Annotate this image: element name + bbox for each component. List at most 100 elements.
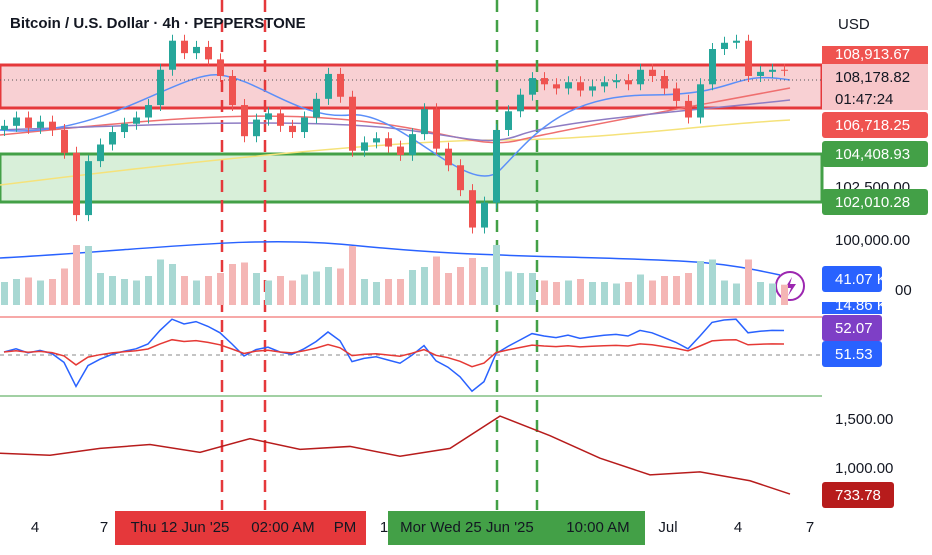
candle: [133, 117, 140, 124]
candle: [601, 82, 608, 87]
candle: [97, 144, 104, 162]
candle: [517, 94, 524, 112]
time-label: Wed 25 Jun '25: [430, 519, 534, 536]
volume-bar: [613, 283, 620, 305]
volume-bar: [625, 282, 632, 305]
price-label: 106,718.25: [835, 117, 910, 134]
candle: [649, 69, 656, 76]
volume-bar: [421, 267, 428, 305]
volume-bar: [181, 276, 188, 305]
candle: [337, 73, 344, 97]
volume-bar: [73, 245, 80, 305]
volume-bar: [61, 268, 68, 305]
osc-signal: [3, 338, 785, 368]
price-label: 00: [895, 282, 912, 299]
lower-line: [0, 415, 791, 495]
candle: [445, 148, 452, 166]
candle: [457, 165, 464, 191]
candle: [505, 111, 512, 130]
volume-bar: [757, 282, 764, 305]
candle: [421, 109, 428, 135]
candle: [157, 69, 164, 106]
candle: [217, 59, 224, 76]
volume-bar: [277, 276, 284, 305]
candle: [325, 73, 332, 99]
lower-tick: 1,500.00: [835, 411, 893, 428]
lower-label: 733.78: [835, 487, 881, 504]
candle: [685, 100, 692, 118]
volume-bar: [505, 271, 512, 305]
volume-bar: [397, 279, 404, 305]
osc-line: [3, 318, 785, 393]
candle: [373, 138, 380, 143]
volume-bar: [37, 280, 44, 305]
candle: [25, 117, 32, 128]
lower-tick: 1,000.00: [835, 460, 893, 477]
tag: [822, 189, 928, 215]
candle: [121, 123, 128, 133]
volume-bar: [349, 246, 356, 305]
candle: [397, 146, 404, 155]
candle: [469, 190, 476, 228]
volume-bar: [121, 279, 128, 305]
volume-bar: [97, 273, 104, 305]
volume-bar: [649, 280, 656, 305]
volume-bar: [685, 273, 692, 305]
volume-bar: [145, 276, 152, 305]
candle: [277, 113, 284, 126]
candle: [673, 88, 680, 101]
candle: [1, 125, 8, 130]
candle: [49, 121, 56, 130]
volume-bar: [697, 261, 704, 305]
moving-averages: [0, 74, 791, 276]
candle: [709, 49, 716, 85]
volume-bar: [589, 282, 596, 305]
volume-bar: [541, 280, 548, 305]
volume-bar: [193, 280, 200, 305]
candle: [553, 84, 560, 89]
volume-bar: [49, 279, 56, 305]
volume-bar: [637, 274, 644, 305]
candle: [781, 69, 788, 71]
candle: [409, 134, 416, 155]
candle: [241, 105, 248, 137]
volume-bar: [565, 280, 572, 305]
candle: [85, 161, 92, 216]
candle: [193, 46, 200, 54]
volume-bar: [709, 259, 716, 305]
tag: [822, 302, 882, 314]
candle: [229, 75, 236, 106]
volume-bar: [109, 276, 116, 305]
price-label: 102,010.28: [835, 194, 910, 211]
volume-bar: [301, 274, 308, 305]
candle: [181, 40, 188, 54]
time-highlight: [115, 511, 366, 545]
volume-bar: [289, 280, 296, 305]
volume-bar: [577, 279, 584, 305]
price-label: 104,408.93: [835, 146, 910, 163]
candle: [265, 113, 272, 120]
candle: [613, 80, 620, 83]
time-label: 10:00 AM: [566, 519, 629, 536]
candle: [13, 117, 20, 126]
volume-bar: [769, 283, 776, 305]
candle: [577, 82, 584, 91]
candle: [301, 117, 308, 133]
candle: [733, 40, 740, 43]
volume-bar: [169, 264, 176, 305]
candle: [637, 69, 644, 85]
time-label: 1: [380, 519, 388, 536]
time-label: Mor: [400, 519, 426, 536]
volume-bar: [445, 273, 452, 305]
volume-bar: [745, 259, 752, 305]
volume-bar: [157, 259, 164, 305]
countdown: 01:47:24: [835, 91, 893, 108]
candle: [253, 119, 260, 137]
tag: [822, 315, 882, 341]
volume-bar: [493, 245, 500, 305]
candle: [361, 142, 368, 151]
tag: [822, 341, 882, 367]
volume-bar: [313, 271, 320, 305]
candle: [757, 71, 764, 76]
